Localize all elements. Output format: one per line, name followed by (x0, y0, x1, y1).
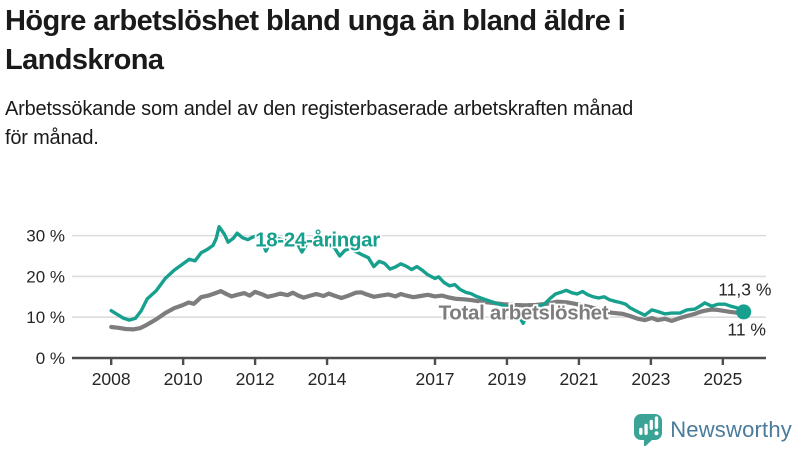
series-line-youth (109, 224, 746, 325)
series-label-youth: 18-24-åringar (255, 229, 380, 252)
y-tick-label: 0 % (36, 349, 65, 368)
series-line-total (109, 289, 751, 332)
x-tick-label: 2023 (631, 369, 670, 389)
y-tick-label: 30 % (26, 227, 65, 246)
series-label-total: Total arbetslöshet (439, 302, 609, 325)
end-value-label-youth: 11,3 % (718, 280, 771, 300)
newsworthy-wordmark: Newsworthy (670, 416, 792, 442)
subtitle-line-1: Arbetssökande som andel av den registerb… (5, 98, 634, 121)
newsworthy-logo: Newsworthy (633, 413, 792, 446)
newsworthy-icon (634, 414, 663, 446)
chart-subtitle: Arbetssökande som andel av den registerb… (5, 95, 797, 153)
x-tick-label: 2017 (416, 369, 455, 389)
title-line-1: Högre arbetslöshet bland unga än bland ä… (5, 5, 626, 37)
end-value-label-total: 11 % (727, 320, 766, 340)
x-tick-label: 2012 (236, 369, 275, 389)
x-tick-label: 2014 (308, 369, 347, 389)
chart-header: Högre arbetslöshet bland unga än bland ä… (5, 2, 797, 153)
title-line-2: Landskrona (5, 43, 164, 76)
x-tick-label: 2021 (559, 369, 598, 389)
y-tick-label: 20 % (26, 267, 65, 286)
end-point-marker (736, 304, 752, 320)
x-tick-label: 2025 (703, 369, 742, 389)
y-tick-label: 10 % (26, 308, 65, 327)
x-tick-label: 2019 (487, 369, 526, 389)
page-title: Högre arbetslöshet bland unga än bland ä… (5, 2, 797, 79)
subtitle-line-2: för månad. (5, 127, 99, 150)
x-tick-label: 2010 (164, 369, 203, 389)
x-tick-label: 2008 (92, 369, 131, 389)
